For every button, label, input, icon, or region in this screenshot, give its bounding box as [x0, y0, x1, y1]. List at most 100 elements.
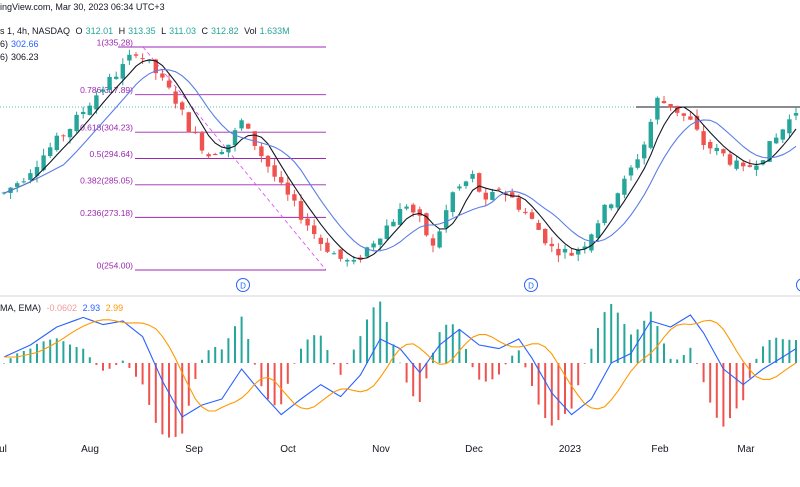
macd-histogram-bar: [352, 349, 355, 363]
candle-body: [450, 192, 455, 213]
macd-histogram-bar: [128, 363, 131, 368]
macd-histogram-bar: [240, 316, 243, 363]
macd-histogram-bar: [656, 326, 659, 363]
macd-histogram-bar: [108, 363, 111, 369]
candle-body: [259, 146, 264, 157]
candle-body: [793, 113, 799, 116]
macd-histogram-bar: [550, 363, 553, 426]
macd-histogram-bar: [729, 363, 731, 419]
macd-histogram-bar: [293, 363, 296, 364]
ma-fast-legend[interactable]: 6) 302.66: [0, 39, 42, 49]
candle-body: [483, 192, 488, 200]
macd-legend[interactable]: MA, EMA) -0.0602 2.93 2.99: [0, 303, 126, 313]
macd-histogram-bar: [649, 311, 652, 363]
macd-histogram-bar: [583, 363, 586, 364]
candle-body: [364, 247, 370, 257]
candle-body: [668, 103, 673, 108]
macd-histogram-bar: [412, 363, 415, 397]
candle-body: [556, 248, 561, 256]
candle-body: [265, 155, 271, 167]
candle-body: [15, 183, 20, 187]
candle-body: [147, 60, 152, 62]
macd-histogram-bar: [537, 363, 540, 405]
macd-histogram-bar: [418, 363, 421, 403]
macd-histogram-bar: [590, 348, 593, 363]
macd-histogram-bar: [313, 335, 316, 363]
volume-label: Vol: [244, 26, 257, 36]
candle-body: [681, 113, 686, 116]
candle-body: [675, 105, 680, 113]
macd-histogram-bar: [36, 343, 38, 363]
dividend-marker-circle: [524, 278, 538, 292]
macd-histogram-bar: [715, 363, 718, 418]
time-axis-label: Nov: [372, 444, 390, 455]
candle-body: [239, 120, 244, 129]
candle-body: [760, 160, 766, 165]
time-axis-label: 2023: [559, 444, 582, 455]
candle-body: [576, 249, 581, 255]
candle-body: [747, 165, 752, 167]
macd-histogram-bar: [227, 338, 230, 363]
macd-histogram-bar: [62, 341, 65, 363]
macd-histogram-bar: [630, 334, 632, 363]
macd-histogram-bar: [260, 363, 263, 387]
candle-body: [325, 242, 330, 252]
candle-body: [767, 141, 772, 162]
candle-body: [180, 102, 185, 110]
candle-body: [28, 173, 33, 180]
candle-body: [727, 154, 733, 165]
candle-body: [708, 142, 713, 149]
macd-histogram-bar: [755, 358, 758, 363]
macd-histogram-bar: [788, 339, 791, 363]
macd-line: [3, 314, 797, 418]
candle-body: [741, 162, 746, 167]
candle-body: [318, 237, 323, 245]
candle-body: [780, 129, 785, 140]
time-axis: ul Aug Sep Oct Nov Dec 2023 Feb Mar: [0, 444, 755, 455]
macd-histogram-bar: [564, 363, 566, 414]
candle-body: [411, 204, 416, 213]
candle-body: [628, 167, 634, 176]
macd-histogram-bar: [669, 358, 672, 363]
candle-body: [21, 181, 26, 183]
macd-histogram-bar: [306, 339, 309, 363]
macd-value: 2.93: [82, 303, 101, 313]
macd-histogram-bar: [339, 363, 342, 375]
candle-body: [193, 132, 198, 134]
macd-histogram-bar: [478, 363, 481, 380]
macd-histogram-bar: [379, 301, 382, 363]
macd-histogram-bar: [623, 323, 626, 363]
candle-body: [516, 197, 521, 210]
high-value: 313.35: [128, 26, 156, 36]
macd-histogram-bar: [603, 312, 606, 363]
candle-body: [754, 165, 759, 170]
fib-level-label: 0.618(304.23): [80, 123, 133, 133]
macd-histogram-bar: [702, 363, 705, 383]
low-label: L: [161, 26, 167, 36]
time-axis-label: ul: [0, 444, 7, 455]
candle-body: [589, 234, 594, 251]
candle-body: [213, 153, 218, 156]
macd-histogram-bar: [722, 363, 725, 427]
close-value: 312.82: [211, 26, 239, 36]
candle-body: [404, 206, 409, 209]
dividend-markers[interactable]: DDD: [236, 278, 800, 292]
candle-body: [774, 137, 779, 144]
time-axis-label: Feb: [651, 444, 669, 455]
macd-histogram-bar: [445, 324, 448, 363]
candle-body: [391, 221, 396, 227]
candle-body: [166, 80, 172, 88]
macd-signal-line: [4, 319, 797, 412]
ma-slow-legend[interactable]: 6) 306.23: [0, 52, 42, 62]
macd-histogram-bar: [762, 346, 764, 363]
macd-histogram-bar: [201, 359, 203, 363]
macd-histogram-bar: [16, 353, 19, 363]
candle-body: [536, 222, 541, 230]
macd-histogram-bar: [372, 307, 375, 363]
macd-histogram-bar: [392, 344, 395, 363]
macd-histogram-bar: [194, 363, 197, 379]
volume-value: 1.633M: [259, 26, 290, 36]
macd-histogram-bar: [168, 363, 170, 438]
symbol-info[interactable]: s 1, 4h, NASDAQ: [0, 26, 71, 36]
